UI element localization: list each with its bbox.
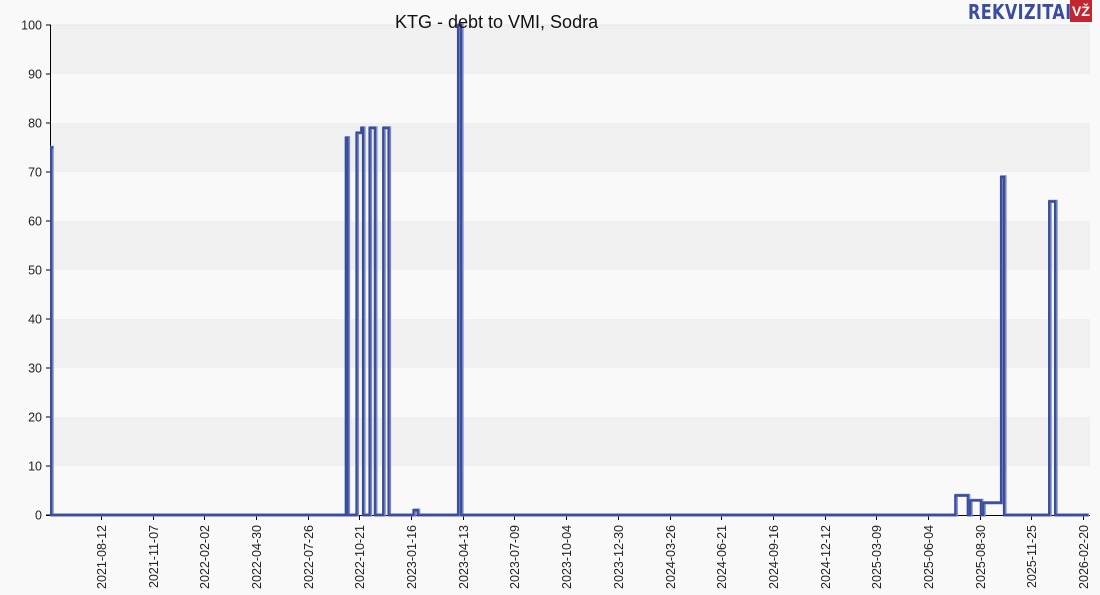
y-tick-label: 90: [28, 68, 42, 82]
x-tick-label: 2022-07-26: [302, 525, 316, 589]
chart-title: KTG - debt to VMI, Sodra: [395, 12, 599, 32]
x-tick-label: 2022-04-30: [250, 525, 264, 589]
x-tick-label: 2021-08-12: [95, 525, 109, 589]
x-tick-label: 2023-10-04: [560, 525, 574, 589]
y-tick-label: 40: [28, 313, 42, 327]
grid-band: [51, 368, 1090, 417]
x-tick-label: 2021-11-07: [147, 525, 161, 588]
y-tick-label: 80: [28, 117, 42, 131]
grid-band: [51, 25, 1090, 74]
x-tick-label: 2022-10-21: [353, 525, 367, 589]
y-tick-label: 60: [28, 215, 42, 229]
x-tick-label: 2023-12-30: [612, 525, 626, 589]
brand-badge: VŽ: [1070, 0, 1092, 22]
grid-band: [51, 417, 1090, 466]
x-tick-label: 2024-03-26: [664, 525, 678, 589]
y-tick-label: 70: [28, 166, 42, 180]
grid-band: [51, 123, 1090, 172]
y-tick-label: 0: [35, 509, 42, 523]
grid-band: [51, 172, 1090, 221]
grid-band: [51, 319, 1090, 368]
x-tick-label: 2026-02-20: [1077, 525, 1091, 589]
x-tick-label: 2022-02-02: [198, 525, 212, 589]
x-tick-label: 2023-07-09: [508, 525, 522, 589]
y-tick-label: 50: [28, 264, 42, 278]
series-line: [49, 23, 1088, 517]
grid-band: [51, 74, 1090, 123]
x-tick-label: 2025-03-09: [870, 525, 884, 589]
grid-band: [51, 466, 1090, 515]
brand-logo[interactable]: REKVIZITAI VŽ: [968, 0, 1092, 24]
x-tick-label: 2024-12-12: [819, 525, 833, 589]
y-tick-label: 100: [21, 19, 42, 33]
brand-name: REKVIZITAI: [968, 0, 1072, 24]
x-tick-label: 2025-11-25: [1025, 525, 1039, 588]
grid-band: [51, 270, 1090, 319]
y-tick-label: 10: [28, 460, 42, 474]
x-tick-label: 2024-09-16: [767, 525, 781, 589]
x-tick-label: 2023-01-16: [405, 525, 419, 589]
y-tick-label: 20: [28, 411, 42, 425]
x-tick-label: 2024-06-21: [715, 525, 729, 589]
x-tick-label: 2025-06-04: [922, 525, 936, 589]
grid-band: [51, 221, 1090, 270]
x-tick-label: 2025-08-30: [974, 525, 988, 589]
y-tick-label: 30: [28, 362, 42, 376]
x-tick-label: 2023-04-13: [457, 525, 471, 589]
